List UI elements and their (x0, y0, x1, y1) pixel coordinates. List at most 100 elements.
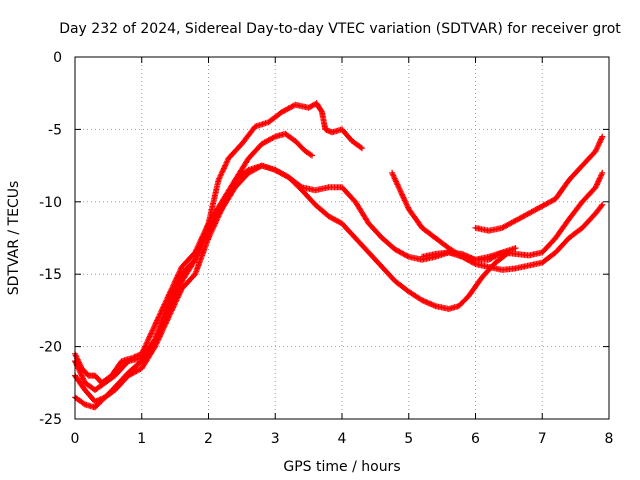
data-point (267, 121, 270, 123)
data-point (227, 157, 230, 159)
series-arc-6 (472, 133, 606, 234)
data-point (354, 237, 356, 239)
data-point (294, 140, 296, 142)
data-point (341, 186, 343, 188)
data-point (181, 266, 183, 268)
data-point (474, 259, 477, 261)
data-point (234, 186, 236, 188)
data-point (408, 290, 410, 293)
data-point (154, 346, 156, 348)
data-point (368, 222, 370, 225)
data-point (488, 256, 490, 258)
x-tick-label: 1 (137, 431, 146, 447)
data-point (194, 259, 196, 261)
data-point (181, 273, 183, 275)
data-point (421, 256, 423, 258)
data-point (181, 288, 183, 290)
data-point (458, 305, 460, 307)
data-point (528, 212, 530, 214)
data-point (84, 382, 86, 384)
data-point (401, 193, 403, 196)
data-point (421, 227, 423, 229)
data-point (234, 179, 236, 181)
data-point (207, 237, 210, 239)
data-point (316, 102, 318, 104)
series-markers (472, 133, 606, 234)
data-point (261, 165, 263, 167)
data-point (324, 128, 326, 130)
x-tick-label: 4 (338, 431, 347, 447)
data-point (494, 262, 497, 264)
y-tick-label: 0 (53, 50, 62, 66)
data-point (581, 227, 583, 229)
data-point (391, 172, 393, 174)
data-point (514, 267, 517, 270)
data-point (501, 227, 503, 229)
data-point (514, 220, 517, 222)
x-axis-label: GPS time / hours (283, 459, 400, 475)
data-point (167, 317, 170, 319)
data-point (341, 222, 343, 225)
data-point (304, 150, 306, 152)
data-point (181, 280, 183, 283)
data-point (311, 154, 313, 157)
data-point (595, 212, 597, 214)
x-tick-label: 0 (71, 431, 80, 447)
grid (75, 57, 609, 419)
data-point (274, 136, 276, 138)
data-point (341, 128, 343, 130)
data-point (87, 374, 89, 377)
y-tick-label: -15 (39, 267, 62, 283)
data-point (328, 186, 330, 188)
y-tick-label: -20 (39, 340, 62, 356)
data-point (351, 140, 353, 142)
data-point (167, 295, 170, 297)
data-point (595, 186, 597, 188)
data-point (308, 107, 310, 109)
axis-ticks: 0 1 2 3 4 5 6 7 8 0 -5 -10 -15 -20 -25 (39, 50, 613, 447)
data-point (481, 276, 483, 278)
data-point (167, 309, 170, 311)
x-tick-label: 6 (471, 431, 480, 447)
series-arc-5 (389, 169, 606, 273)
data-point (94, 374, 96, 377)
data-point (94, 406, 96, 409)
data-point (294, 104, 296, 106)
data-point (474, 263, 477, 265)
data-point (84, 389, 86, 391)
x-tick-label: 5 (404, 431, 413, 447)
data-point (381, 237, 383, 239)
data-point (127, 360, 129, 362)
data-point (217, 179, 220, 181)
data-point (501, 269, 503, 271)
series-arc-1 (72, 100, 365, 386)
data-point (528, 254, 530, 256)
data-point (207, 222, 210, 225)
x-tick-label: 8 (605, 431, 614, 447)
data-point (167, 302, 170, 304)
data-point (488, 266, 490, 268)
data-point (127, 374, 129, 377)
data-point (448, 247, 450, 249)
data-point (194, 273, 196, 275)
data-point (434, 305, 437, 307)
data-point (541, 205, 543, 207)
data-point (448, 308, 450, 310)
data-point (394, 280, 396, 283)
data-point (555, 237, 557, 239)
data-point (368, 251, 370, 254)
data-point (434, 237, 437, 239)
data-point (321, 111, 323, 113)
series-markers (72, 162, 512, 411)
data-point (408, 256, 410, 258)
data-point (331, 131, 333, 133)
data-point (141, 367, 143, 369)
data-point (474, 227, 477, 229)
y-tick-label: -25 (39, 412, 62, 428)
data-point (568, 237, 570, 239)
data-point (141, 360, 143, 362)
data-point (528, 264, 530, 267)
data-point (301, 189, 303, 191)
data-point (361, 147, 363, 149)
